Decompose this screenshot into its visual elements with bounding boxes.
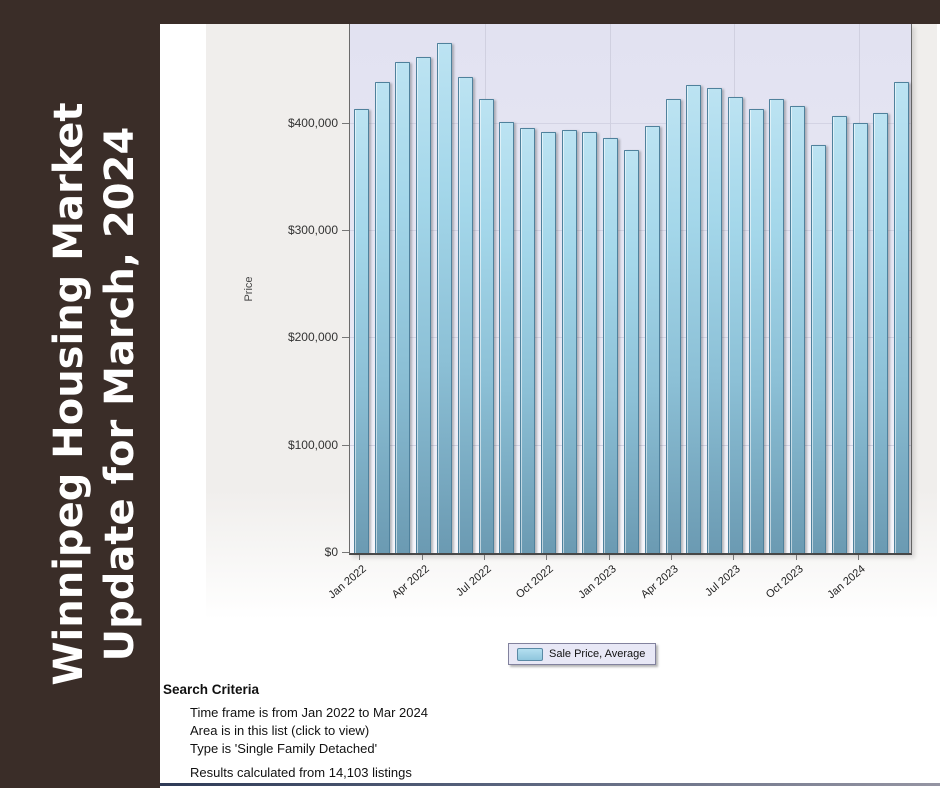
y-tick-mark bbox=[342, 230, 349, 232]
plot-area bbox=[349, 24, 912, 555]
bar-mar-2024 bbox=[894, 82, 910, 553]
y-axis-title: Price bbox=[243, 276, 255, 302]
bar-jan-2022 bbox=[353, 108, 369, 553]
horizontal-gridline bbox=[350, 122, 911, 124]
y-tick-label: $400,000 bbox=[287, 115, 338, 130]
bar-nov-2022 bbox=[561, 130, 577, 553]
y-tick-label: $100,000 bbox=[287, 437, 338, 452]
bar-jan-2024 bbox=[852, 122, 868, 553]
bar-may-2023 bbox=[686, 85, 702, 553]
bar-jul-2023 bbox=[727, 97, 743, 553]
page-title-line2: Update for March, 2024 bbox=[97, 126, 143, 662]
banner-topbar bbox=[0, 0, 940, 24]
criteria-results-count: Results calculated from 14,103 listings bbox=[190, 765, 412, 780]
x-tick-mark bbox=[359, 555, 361, 560]
y-tick-mark bbox=[342, 552, 349, 553]
y-tick-mark bbox=[342, 122, 349, 124]
bar-may-2022 bbox=[437, 43, 452, 553]
bar-sep-2023 bbox=[769, 99, 785, 553]
y-tick-label: $0 bbox=[324, 545, 338, 559]
bar-oct-2023 bbox=[790, 105, 806, 553]
x-tick-mark bbox=[795, 555, 797, 560]
x-tick-mark bbox=[484, 555, 486, 560]
x-tick-mark bbox=[608, 555, 610, 560]
bar-mar-2022 bbox=[395, 61, 411, 553]
bar-oct-2022 bbox=[540, 132, 556, 553]
y-tick-mark bbox=[342, 337, 349, 339]
bottom-divider bbox=[160, 783, 940, 786]
bar-aug-2022 bbox=[499, 121, 515, 553]
bar-apr-2023 bbox=[665, 99, 681, 553]
search-criteria: Search Criteria Time frame is from Jan 2… bbox=[163, 682, 763, 780]
bar-aug-2023 bbox=[748, 108, 764, 553]
y-tick-mark bbox=[342, 444, 349, 446]
y-tick-label: $200,000 bbox=[287, 330, 338, 345]
x-tick-mark bbox=[421, 555, 423, 560]
legend: Sale Price, Average bbox=[508, 643, 657, 665]
bar-nov-2023 bbox=[811, 145, 826, 553]
y-tick-label: $300,000 bbox=[287, 223, 338, 238]
x-tick-mark bbox=[671, 555, 673, 560]
bar-feb-2023 bbox=[624, 149, 639, 553]
legend-label: Sale Price, Average bbox=[549, 648, 646, 660]
bar-dec-2022 bbox=[582, 132, 598, 553]
bar-jan-2023 bbox=[603, 137, 619, 553]
x-tick-mark bbox=[546, 555, 548, 560]
legend-swatch-icon bbox=[517, 647, 543, 661]
bar-jul-2022 bbox=[478, 99, 494, 553]
bar-feb-2022 bbox=[374, 82, 390, 553]
bar-jun-2022 bbox=[457, 76, 473, 553]
bar-mar-2023 bbox=[644, 126, 660, 553]
bar-apr-2022 bbox=[416, 57, 432, 553]
bar-feb-2024 bbox=[873, 113, 889, 553]
page-title: Winnipeg Housing Market Update for March… bbox=[0, 0, 160, 788]
criteria-timeframe: Time frame is from Jan 2022 to Mar 2024 bbox=[190, 705, 428, 720]
x-tick-mark bbox=[858, 555, 860, 560]
search-criteria-title: Search Criteria bbox=[163, 682, 260, 697]
bar-dec-2023 bbox=[831, 116, 847, 553]
bar-sep-2022 bbox=[520, 128, 536, 553]
banner-sidebar bbox=[0, 0, 160, 788]
criteria-type: Type is 'Single Family Detached' bbox=[190, 741, 378, 756]
page-title-line1: Winnipeg Housing Market bbox=[46, 102, 92, 686]
criteria-area-link[interactable]: Area is in this list (click to view) bbox=[190, 723, 370, 738]
x-tick-mark bbox=[733, 555, 735, 560]
bar-jun-2023 bbox=[707, 88, 723, 553]
